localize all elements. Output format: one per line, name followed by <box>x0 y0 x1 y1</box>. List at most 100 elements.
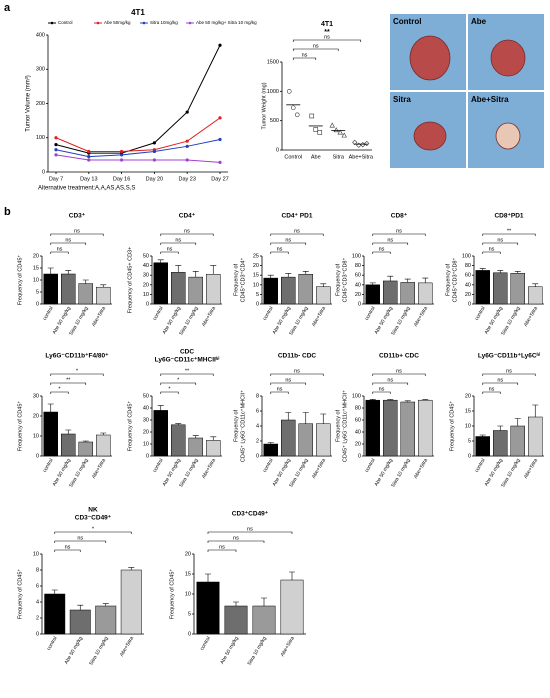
error-bar <box>479 268 486 271</box>
bar <box>365 284 380 305</box>
x-tick-label: Abe+Sitra <box>201 457 217 479</box>
legend-label: Sitra 10mg/kg <box>150 20 178 25</box>
bar <box>96 434 111 457</box>
bar <box>400 401 415 457</box>
bar <box>43 273 58 305</box>
y-tick-label: 0 <box>36 301 39 307</box>
y-tick-label: 10 <box>185 591 191 597</box>
y-tick-label: 20 <box>33 253 39 259</box>
error-bar <box>285 412 292 420</box>
bar <box>206 273 221 305</box>
significance-label: ns <box>65 237 71 243</box>
chart-title: CD4⁺ <box>179 213 196 220</box>
x-tick-label: control <box>262 306 275 322</box>
error-bar <box>82 279 89 284</box>
y-tick-label: 5 <box>256 292 259 298</box>
y-tick-label: 10 <box>33 433 39 439</box>
significance-bracket <box>270 382 307 385</box>
x-tick-label: Sitra 10 mg/kg <box>390 305 411 336</box>
y-tick-label: 15 <box>185 571 191 577</box>
significance-bracket <box>292 39 362 42</box>
panel-label: b <box>4 206 11 218</box>
significance-bracket <box>54 531 132 534</box>
y-tick-label: 0 <box>146 301 149 307</box>
error-bar <box>261 597 267 606</box>
point <box>185 144 189 148</box>
y-tick-label: 10 <box>143 441 149 447</box>
point <box>152 149 156 154</box>
error-bar <box>51 589 58 594</box>
point <box>152 158 156 162</box>
y-tick-label: 1500 <box>267 59 279 65</box>
chart-title: NK <box>88 507 98 514</box>
significance-bracket <box>160 391 179 394</box>
significance-bracket <box>207 531 293 534</box>
significance-label: ns <box>285 377 291 383</box>
x-tick-label: Day 27 <box>211 176 228 182</box>
chart-title: CD8⁺PD1 <box>494 213 523 220</box>
y-tick-label: 20 <box>355 292 361 298</box>
point <box>341 132 347 138</box>
point <box>218 137 222 142</box>
y-axis-label: Frequency of <box>445 263 451 296</box>
x-tick-label: Day 16 <box>113 176 130 182</box>
x-tick-label: Abe+Sitra <box>311 305 327 327</box>
significance-bracket <box>50 251 69 254</box>
y-tick-label: 40 <box>143 405 149 411</box>
significance-label: ns <box>506 368 512 374</box>
y-tick-label: 6 <box>36 583 39 589</box>
x-tick-label: control <box>152 458 165 474</box>
chart-title: CD3⁻CD49⁺ <box>75 515 112 522</box>
significance-bracket <box>50 382 87 385</box>
significance-label: * <box>177 377 180 383</box>
bar <box>171 272 186 305</box>
error-bar <box>210 265 217 275</box>
significance-bracket <box>372 233 426 236</box>
significance-bracket <box>207 549 237 552</box>
error-bar <box>479 434 486 437</box>
point <box>218 116 222 120</box>
x-tick-label: Abe+Sitra <box>413 305 429 327</box>
y-tick-label: 0 <box>468 453 471 459</box>
bar <box>61 273 76 305</box>
error-bar <box>289 571 295 580</box>
error-bar <box>175 265 182 273</box>
significance-bracket <box>372 242 409 245</box>
significance-label: ns <box>57 246 63 252</box>
photo-label: Abe+Sitra <box>471 95 509 104</box>
significance-bracket <box>482 382 519 385</box>
y-axis-label: Tumor Volume (mm³) <box>26 75 32 131</box>
y-tick-label: 0 <box>36 453 39 459</box>
y-axis-label: CD45⁺CD3⁺CD8⁺ <box>341 258 348 303</box>
y-tick-label: 0 <box>276 147 279 153</box>
significance-label: ns <box>396 368 402 374</box>
bar <box>263 443 278 457</box>
significance-label: ns <box>65 544 71 550</box>
y-tick-label: 100 <box>36 135 45 141</box>
bar <box>493 272 508 305</box>
x-tick-label: Day 23 <box>178 176 195 182</box>
significance-bracket <box>50 233 104 236</box>
error-bar <box>404 400 411 402</box>
error-bar <box>302 271 309 275</box>
y-tick-label: 5 <box>468 438 471 444</box>
y-tick-label: 6 <box>256 408 259 414</box>
x-tick-label: control <box>42 458 55 474</box>
significance-label: ns <box>489 246 495 252</box>
point <box>185 110 189 114</box>
error-bar <box>532 404 539 417</box>
point <box>54 143 58 147</box>
significance-label: ns <box>313 43 319 49</box>
point <box>356 142 362 148</box>
error-bar <box>267 274 274 279</box>
y-tick-label: 60 <box>355 273 361 279</box>
error-bar <box>65 429 72 434</box>
significance-label: ns <box>379 386 385 392</box>
error-bar <box>100 432 107 435</box>
y-tick-label: 20 <box>33 413 39 419</box>
y-tick-label: 8 <box>36 567 39 573</box>
y-tick-label: 2 <box>256 438 259 444</box>
y-axis-label: CD45⁺CD3⁺CD4⁺ <box>239 258 246 303</box>
bar <box>78 441 93 457</box>
y-tick-label: 10 <box>33 277 39 283</box>
